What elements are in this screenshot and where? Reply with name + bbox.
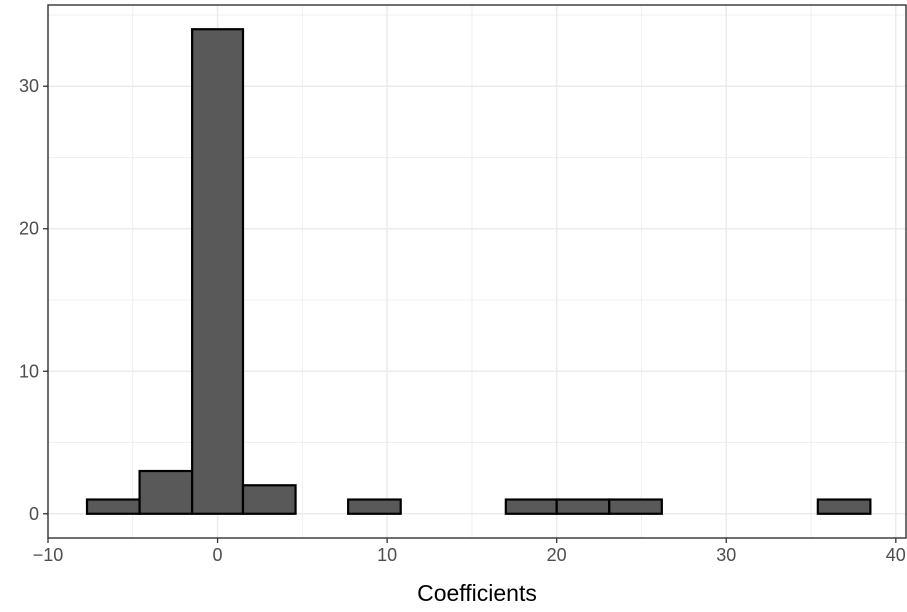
y-axis-ticks: 0 10 20 30 [19,76,48,524]
panel-border [47,4,907,539]
x-tick-label: 40 [886,545,906,565]
x-axis-ticks: −10 0 10 20 30 40 [33,538,906,565]
histogram-bar [816,498,872,515]
histogram-bar [555,498,611,515]
x-tick-label: 0 [213,545,223,565]
histogram-bar [504,498,558,515]
x-tick-label: 30 [716,545,736,565]
histogram-bar [138,469,194,515]
y-tick-label: 20 [19,219,39,239]
x-axis-title: Coefficients [417,580,537,606]
x-tick-label: −10 [33,545,64,565]
x-tick-label: 10 [377,545,397,565]
y-tick-label: 30 [19,76,39,96]
histogram-bar [241,484,297,515]
y-tick-label: 0 [29,504,39,524]
histogram-bars [85,28,872,515]
histogram-bar [85,498,141,515]
histogram-bar [347,498,402,515]
x-tick-label: 20 [547,545,567,565]
y-tick-label: 10 [19,361,39,381]
histogram-bar [608,498,663,515]
minor-gridlines [48,5,906,538]
histogram-bar [191,28,245,515]
